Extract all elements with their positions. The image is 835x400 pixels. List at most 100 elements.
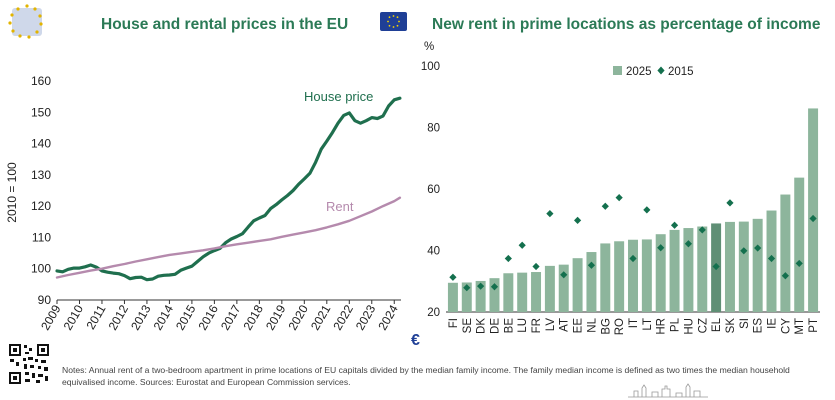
bar-mt: [794, 177, 805, 312]
diamond-it: [629, 254, 637, 263]
x-tick-label: FI: [448, 318, 460, 328]
legend-swatch-2015: [657, 66, 665, 75]
diamond-el: [712, 262, 720, 271]
bar-fr: [531, 272, 542, 312]
house-price-line: [55, 96, 402, 282]
diamond-fr: [532, 262, 540, 271]
bar-es: [752, 218, 763, 312]
x-tick-label: EL: [711, 317, 723, 332]
y-tick-label: 110: [32, 230, 51, 244]
x-tick-label: PL: [670, 317, 682, 332]
x-tick-label: NL: [586, 317, 598, 332]
x-tick-label: LT: [642, 318, 654, 331]
x-tick-label: ES: [753, 318, 765, 334]
x-tick-label: AT: [559, 318, 571, 332]
diamond-cy: [781, 272, 789, 280]
y-tick-label: 80: [427, 123, 440, 135]
x-tick-label: HU: [683, 318, 695, 335]
rent-series-label: Rent: [326, 199, 354, 214]
bar-cy: [780, 194, 791, 312]
y-axis-unit: %: [424, 41, 434, 53]
house-price-series-label: House price: [304, 89, 373, 104]
y-tick-label: 130: [31, 168, 51, 182]
diamond-sk: [726, 199, 734, 207]
diamond-ro: [615, 194, 623, 202]
diamond-si: [740, 247, 748, 255]
bar-it: [628, 239, 638, 312]
skyline-icon: [628, 383, 708, 398]
bar-se: [461, 282, 472, 312]
x-tick-label: DK: [476, 318, 488, 334]
diamond-bg: [601, 202, 609, 210]
x-tick-label: BE: [503, 318, 515, 334]
bar-dk: [475, 280, 486, 312]
diamond-hr: [657, 244, 665, 252]
bar-de: [489, 278, 500, 312]
x-tick-label: CY: [780, 318, 792, 334]
bar-ro: [614, 241, 625, 312]
legend-label-2015: 2015: [668, 66, 694, 78]
diamond-pt: [809, 214, 817, 223]
y-tick-label: 20: [427, 307, 440, 319]
eu-flag-icon: [380, 12, 407, 31]
legend-swatch-2025: [613, 66, 622, 75]
y-tick-label: 140: [31, 137, 51, 151]
x-tick-label: DE: [489, 318, 501, 334]
diamond-dk: [477, 282, 485, 290]
x-tick-label: HR: [656, 318, 668, 335]
y-tick-label: 120: [31, 199, 51, 213]
eu-logo-icon: [8, 4, 43, 39]
bar-lt: [641, 239, 652, 312]
diamond-fi: [449, 273, 457, 281]
bar-at: [558, 264, 569, 312]
x-tick-label: EE: [573, 318, 585, 334]
diamond-at: [560, 271, 568, 279]
x-tick-label: RO: [614, 318, 626, 335]
x-tick-label: CZ: [697, 318, 709, 333]
x-tick-label: SK: [725, 318, 737, 334]
diamond-hu: [684, 240, 693, 248]
diamond-lv: [546, 210, 554, 218]
diamond-cz: [698, 226, 706, 234]
diamond-be: [504, 254, 512, 263]
bar-nl: [586, 252, 597, 312]
y-tick-label: 150: [31, 105, 51, 119]
x-tick-label: LV: [545, 318, 557, 332]
diamond-es: [754, 244, 762, 252]
y-tick-label: 40: [427, 246, 440, 258]
bar-pt: [808, 108, 819, 312]
bar-sk: [724, 221, 735, 312]
x-tick-label: SE: [462, 318, 474, 334]
y-tick-label: 100: [421, 61, 440, 73]
y-tick-label: 160: [31, 74, 51, 88]
x-tick-label: IT: [628, 318, 640, 328]
diamond-ie: [767, 254, 776, 263]
diamond-pl: [670, 221, 679, 229]
euro-icon: €: [411, 332, 420, 349]
bar-bg: [600, 243, 611, 312]
x-tick-label: PT: [808, 318, 820, 333]
chart-notes: Notes: Annual rent of a two-bedroom apar…: [62, 365, 790, 387]
bar-lv: [544, 265, 555, 312]
diamond-ee: [573, 216, 582, 224]
diamond-nl: [587, 261, 596, 269]
bar-pl: [669, 229, 680, 312]
y-axis-label: 2010 = 100: [5, 162, 19, 223]
bar-hr: [655, 234, 666, 312]
x-tick-label: SI: [739, 318, 751, 329]
legend-label-2025: 2025: [626, 66, 652, 78]
rent-line: [55, 196, 402, 279]
x-tick-label: FR: [531, 318, 543, 333]
bar-si: [738, 221, 749, 312]
diamond-se: [463, 284, 471, 292]
x-tick-label: LU: [517, 318, 529, 333]
diamond-mt: [795, 259, 803, 268]
bar-ee: [572, 258, 583, 312]
x-tick-label: MT: [794, 318, 806, 335]
right-chart-title: New rent in prime locations as percentag…: [432, 16, 821, 33]
diamond-lu: [518, 241, 526, 249]
qr-code-icon: [8, 343, 50, 385]
bar-fi: [447, 282, 458, 312]
